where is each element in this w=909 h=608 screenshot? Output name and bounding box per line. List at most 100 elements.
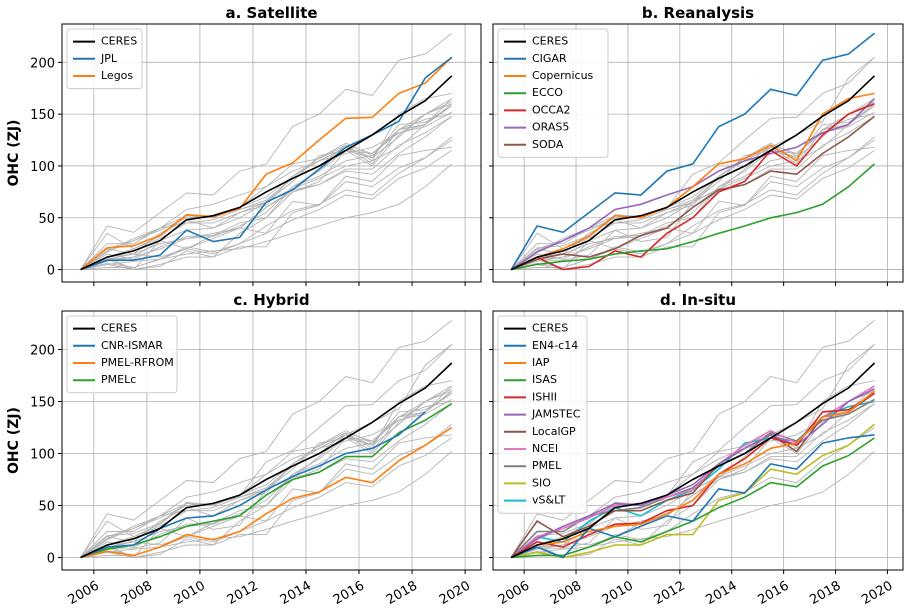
y-tick-label: 150: [30, 395, 55, 410]
legend-box: [66, 315, 178, 394]
plot-area: [510, 320, 876, 559]
series-line: [510, 92, 875, 271]
series-line: [510, 103, 875, 271]
panel-title: c. Hybrid: [233, 291, 309, 309]
plot-area: [510, 32, 876, 271]
y-tick-label: 100: [30, 160, 55, 175]
context-line: [80, 380, 452, 558]
series-line: [80, 75, 453, 271]
legend-label: CERES: [532, 322, 568, 335]
series-line: [510, 32, 875, 271]
panel: 0 50 100 150 200 2006 2008 2010 2012 2014 2016 2018…: [6, 291, 482, 608]
y-tick-label: 50: [38, 500, 55, 515]
x-tick-label: 2008: [119, 578, 155, 608]
context-line: [80, 385, 453, 558]
x-tick-label: 2012: [225, 578, 261, 608]
legend-label: IAP: [532, 356, 550, 369]
legend-label: PMEL: [532, 459, 562, 472]
series-line: [510, 362, 876, 559]
y-tick-label: 100: [30, 448, 55, 463]
panel-title: d. In-situ: [660, 291, 736, 309]
x-tick-label: 2020: [437, 578, 473, 608]
context-line: [80, 163, 453, 271]
legend-label: PMELc: [101, 373, 136, 386]
legend-label: Legos: [101, 69, 133, 82]
series-line: [510, 115, 875, 271]
plot-area: [80, 32, 453, 271]
legend-label: vS&LT: [532, 494, 566, 507]
series-line: [511, 163, 876, 271]
panel-title: a. Satellite: [225, 4, 317, 22]
legend-label: CNR-ISMAR: [101, 339, 163, 352]
x-tick-label: 2012: [652, 578, 688, 608]
legend-label: CIGAR: [532, 52, 567, 65]
x-tick-label: 2010: [600, 578, 636, 608]
x-tick-label: 2006: [66, 578, 102, 608]
series-line: [80, 56, 453, 271]
plot-area: [80, 320, 453, 559]
context-line: [80, 320, 453, 558]
legend-label: CERES: [101, 35, 137, 48]
series-line: [510, 392, 875, 559]
series-line: [80, 362, 453, 559]
x-tick-label: 2020: [859, 578, 895, 608]
legend-box: [66, 28, 143, 90]
context-line: [80, 388, 452, 558]
context-line: [510, 101, 875, 270]
y-tick-label: 0: [47, 552, 55, 567]
legend-label: CERES: [532, 35, 568, 48]
legend-label: OCCA2: [532, 103, 571, 116]
context-line: [80, 399, 453, 558]
y-tick-label: 150: [30, 108, 55, 123]
panel-title: b. Reanalysis: [642, 4, 754, 22]
context-line: [80, 385, 453, 558]
legend-label: LocalGP: [532, 425, 576, 438]
x-tick-label: 2014: [704, 578, 740, 608]
context-line: [511, 150, 875, 271]
legend-label: PMEL-RFROM: [101, 356, 174, 369]
legend-label: ISAS: [532, 373, 557, 386]
legend-label: CERES: [101, 322, 137, 335]
context-line: [510, 56, 875, 270]
series-line: [80, 56, 453, 271]
y-tick-label: 200: [30, 343, 55, 358]
x-tick-label: 2010: [172, 578, 208, 608]
x-tick-label: 2014: [278, 578, 314, 608]
x-tick-label: 2018: [807, 578, 843, 608]
series-line: [80, 411, 426, 559]
context-line: [80, 92, 452, 271]
y-axis-label: OHC (ZJ): [6, 407, 22, 474]
context-line: [80, 150, 453, 271]
legend-label: JAMSTEC: [531, 408, 581, 421]
context-line: [80, 343, 453, 558]
context-line: [80, 136, 453, 271]
legend-box: [497, 28, 609, 158]
series-line: [510, 392, 875, 558]
legend-label: SIO: [532, 476, 551, 489]
series-line: [511, 423, 875, 559]
legend-label: ISHII: [532, 390, 557, 403]
legend-label: EN4-c14: [532, 339, 578, 352]
panel: 0 50 100 150 200 a. Satellite OHC (ZJ) CERES JPL…: [6, 4, 482, 286]
context-line: [80, 424, 453, 558]
legend-box: [497, 315, 588, 514]
x-tick-label: 2016: [331, 578, 367, 608]
legend-label: ECCO: [532, 86, 563, 99]
axes-frame: [492, 23, 904, 283]
legend-label: Copernicus: [532, 69, 594, 82]
series-line: [80, 402, 453, 559]
axes-frame: [61, 310, 482, 571]
axes-frame: [492, 310, 904, 571]
x-tick-label: 2006: [496, 578, 532, 608]
context-line: [80, 392, 453, 558]
x-tick-label: 2016: [755, 578, 791, 608]
legend-label: NCEI: [532, 442, 558, 455]
context-line: [80, 115, 453, 271]
series-line: [510, 388, 875, 559]
panel: 2006 2008 2010 2012 2014 2016 2018 2020 d. In-si…: [489, 291, 904, 608]
axes-frame: [61, 23, 482, 283]
series-line: [510, 398, 875, 559]
context-line: [510, 111, 875, 270]
legend-label: ORAS5: [532, 121, 569, 134]
